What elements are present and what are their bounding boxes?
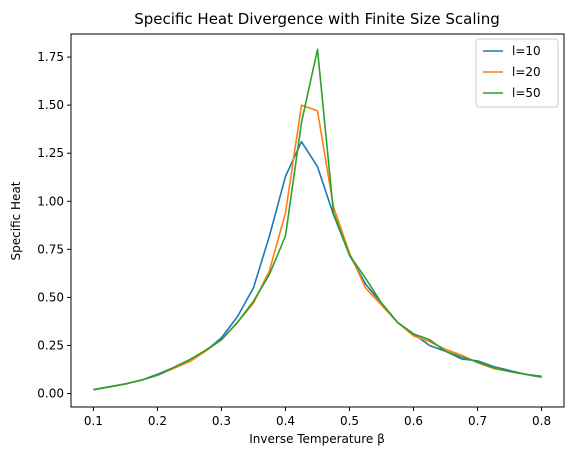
plot-area — [93, 48, 542, 391]
x-tick-label: 0.2 — [148, 414, 167, 428]
legend: l=10 l=20 l=50 — [475, 38, 559, 108]
x-tick-label: 0.7 — [468, 414, 487, 428]
y-tick-label: 1.00 — [37, 194, 64, 208]
legend-label: l=10 — [512, 44, 541, 58]
x-tick-label: 0.6 — [404, 414, 423, 428]
x-axis-label: Inverse Temperature β — [249, 432, 385, 446]
y-tick-label: 1.50 — [37, 98, 64, 112]
x-tick-label: 0.4 — [276, 414, 295, 428]
x-tick-label: 0.8 — [532, 414, 551, 428]
series-line-l50 — [93, 48, 542, 391]
x-tick-label: 0.1 — [84, 414, 103, 428]
x-tick-label: 0.3 — [212, 414, 231, 428]
legend-label: l=20 — [512, 65, 541, 79]
axes: 0.1 0.2 0.3 0.4 0.5 0.6 0.7 0.8 0.00 0.25 0.50 0.75… — [37, 50, 551, 428]
legend-box — [475, 38, 559, 108]
legend-label: l=50 — [512, 86, 541, 100]
y-tick-label: 1.25 — [37, 146, 64, 160]
y-tick-label: 0.00 — [37, 387, 64, 401]
y-axis-label: Specific Heat — [9, 181, 23, 260]
y-tick-label: 0.75 — [37, 242, 64, 256]
plot-frame — [70, 33, 565, 408]
y-tick-label: 0.50 — [37, 290, 64, 304]
y-tick-label: 1.75 — [37, 50, 64, 64]
chart-title: Specific Heat Divergence with Finite Siz… — [134, 10, 499, 28]
x-tick-label: 0.5 — [340, 414, 359, 428]
y-tick-label: 0.25 — [37, 338, 64, 352]
